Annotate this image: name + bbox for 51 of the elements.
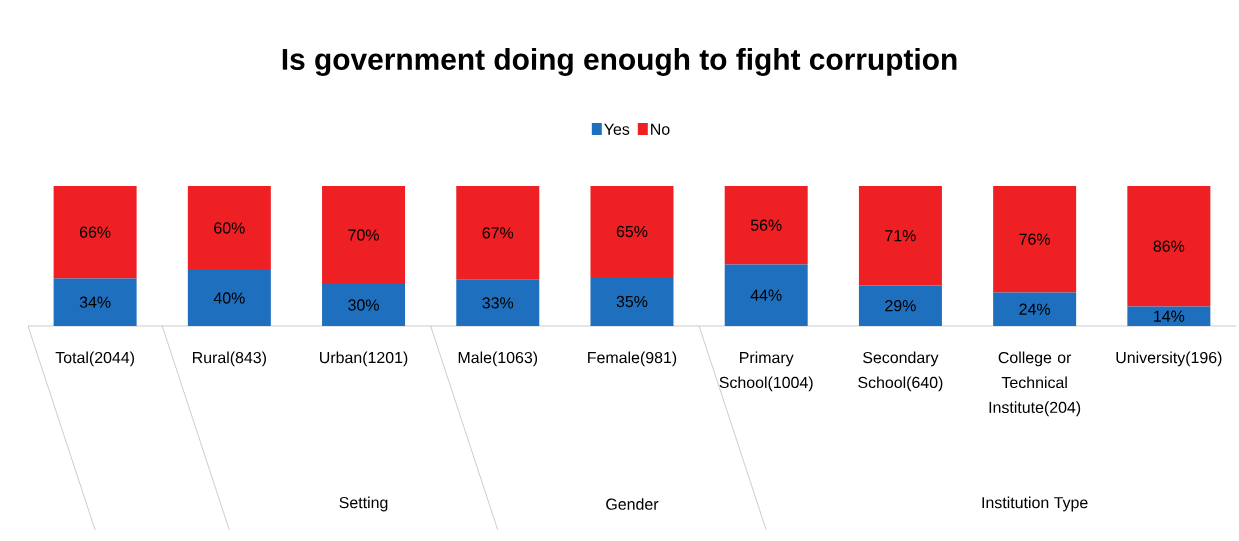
data-label: 60%: [214, 222, 245, 234]
data-label: 30%: [348, 299, 379, 311]
data-label: 70%: [348, 229, 379, 241]
chart-title: Is government doing enough to fight corruption: [282, 47, 957, 76]
bar: [1127, 185, 1211, 307]
x-tick-label: University(196): [1116, 351, 1222, 367]
data-label: 35%: [616, 295, 648, 308]
text: Setting: [339, 496, 388, 512]
x-tick-label: College or Technical Institute(204): [989, 351, 1081, 417]
data-label: 29%: [885, 300, 916, 312]
x-tick-label: Total(2044): [55, 351, 134, 367]
data-label: 76%: [1019, 233, 1051, 245]
x-tick-label: Secondary School(640): [858, 351, 943, 392]
x-tick-label: Urban(1201): [320, 351, 408, 367]
data-label: 33%: [482, 297, 514, 309]
data-label: 40%: [213, 292, 245, 304]
bar: [724, 185, 808, 265]
legend-label: No: [651, 123, 670, 135]
bar: [1127, 306, 1211, 326]
data-label: 71%: [885, 230, 916, 242]
bar: [858, 185, 942, 286]
x-tick-label: Rural(843): [193, 351, 266, 367]
bar: [993, 292, 1077, 326]
bar: [858, 285, 942, 326]
data-label: 34%: [79, 296, 111, 308]
data-label: 44%: [750, 289, 782, 301]
bar: [322, 283, 406, 326]
data-label: 67%: [482, 227, 514, 239]
legend-label: Yes: [604, 123, 630, 135]
bar: [590, 185, 674, 277]
text: Gender: [606, 498, 659, 510]
bar: [456, 279, 540, 326]
data-label: 66%: [79, 226, 111, 238]
x-tick-label: Female(981): [588, 351, 677, 367]
bar: [456, 185, 540, 280]
bar: [590, 276, 674, 326]
bar: [187, 185, 271, 270]
bar: [322, 185, 406, 284]
text: Institution Type: [982, 496, 1088, 512]
data-label: 65%: [616, 225, 648, 238]
data-label: 56%: [750, 219, 782, 231]
bar: [187, 269, 271, 326]
bar: [993, 185, 1077, 293]
data-label: 24%: [1019, 303, 1051, 315]
bar: [53, 278, 137, 326]
bar: [724, 264, 808, 326]
x-tick-label: Primary School(1004): [719, 351, 813, 392]
data-label: 86%: [1153, 240, 1185, 252]
bar: [53, 185, 137, 279]
data-label: 14%: [1154, 310, 1185, 322]
x-tick-label: Male(1063): [458, 351, 538, 367]
